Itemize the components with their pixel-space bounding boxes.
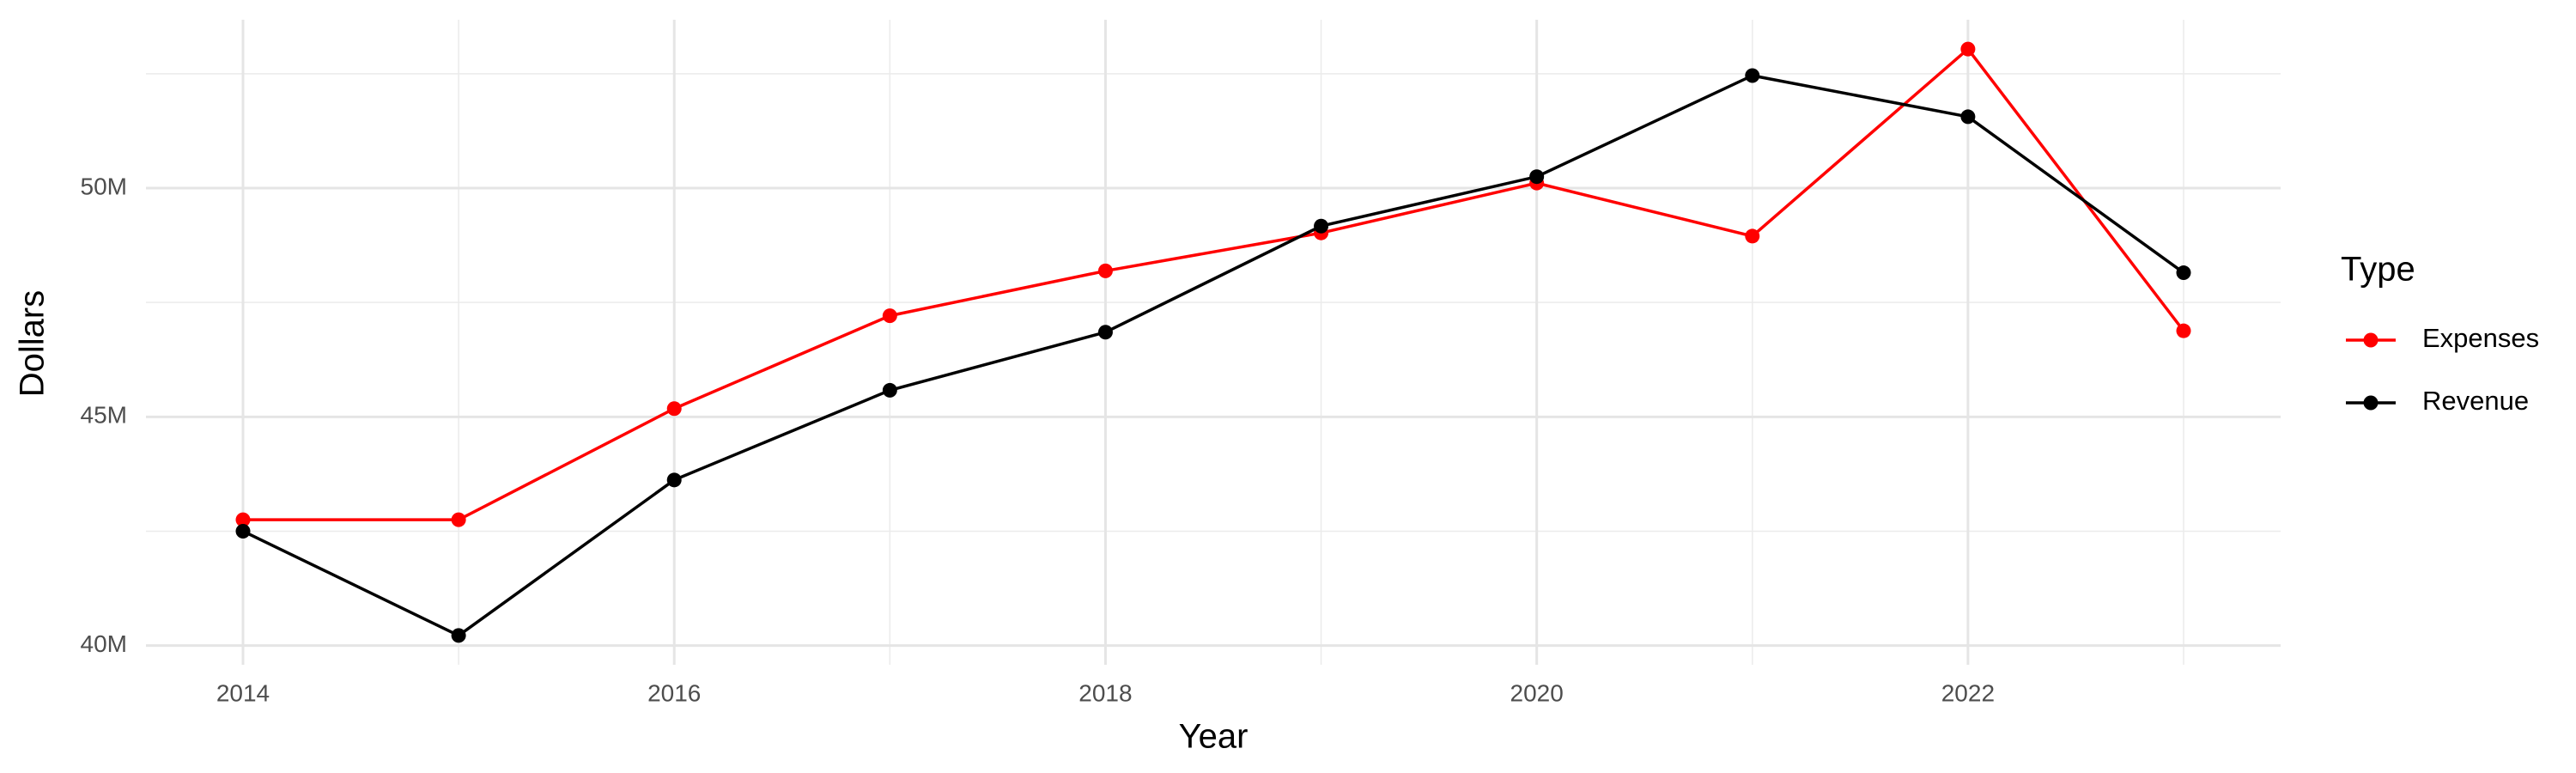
- x-tick-label: 2018: [1078, 679, 1132, 706]
- data-point: [666, 472, 682, 488]
- y-tick-label: 40M: [81, 630, 127, 657]
- data-point: [1529, 169, 1545, 185]
- legend-key-point: [2363, 332, 2379, 348]
- legend-key-point: [2363, 395, 2379, 411]
- grid: [146, 20, 2281, 665]
- data-point: [451, 512, 466, 527]
- data-point: [666, 401, 682, 417]
- data-point: [235, 512, 251, 527]
- x-axis-title: Year: [1179, 718, 1249, 756]
- data-point: [882, 308, 897, 324]
- legend-label: Expenses: [2422, 323, 2539, 353]
- legend-label: Revenue: [2422, 386, 2529, 416]
- data-point: [882, 382, 897, 398]
- data-point: [1097, 325, 1113, 340]
- x-tick-label: 2020: [1510, 679, 1564, 706]
- data-point: [1960, 109, 1976, 125]
- x-tick-label: 2022: [1941, 679, 1995, 706]
- series-line: [243, 46, 2185, 521]
- series-line: [242, 74, 2185, 637]
- data-point: [451, 628, 466, 643]
- x-tick-label: 2014: [216, 679, 270, 706]
- y-tick-label: 45M: [81, 402, 127, 429]
- data-point: [1745, 68, 1760, 83]
- legend-title: Type: [2341, 251, 2415, 289]
- data-point: [1314, 218, 1329, 234]
- x-tick-label: 2016: [647, 679, 701, 706]
- data-point: [2176, 265, 2191, 281]
- data-point: [1097, 263, 1113, 278]
- plot-area: [235, 41, 2191, 643]
- y-tick-label: 50M: [81, 173, 127, 199]
- data-point: [235, 523, 251, 539]
- data-point: [1745, 228, 1760, 244]
- y-axis-title: Dollars: [14, 290, 52, 397]
- data-point: [1960, 41, 1976, 57]
- data-point: [2176, 323, 2191, 338]
